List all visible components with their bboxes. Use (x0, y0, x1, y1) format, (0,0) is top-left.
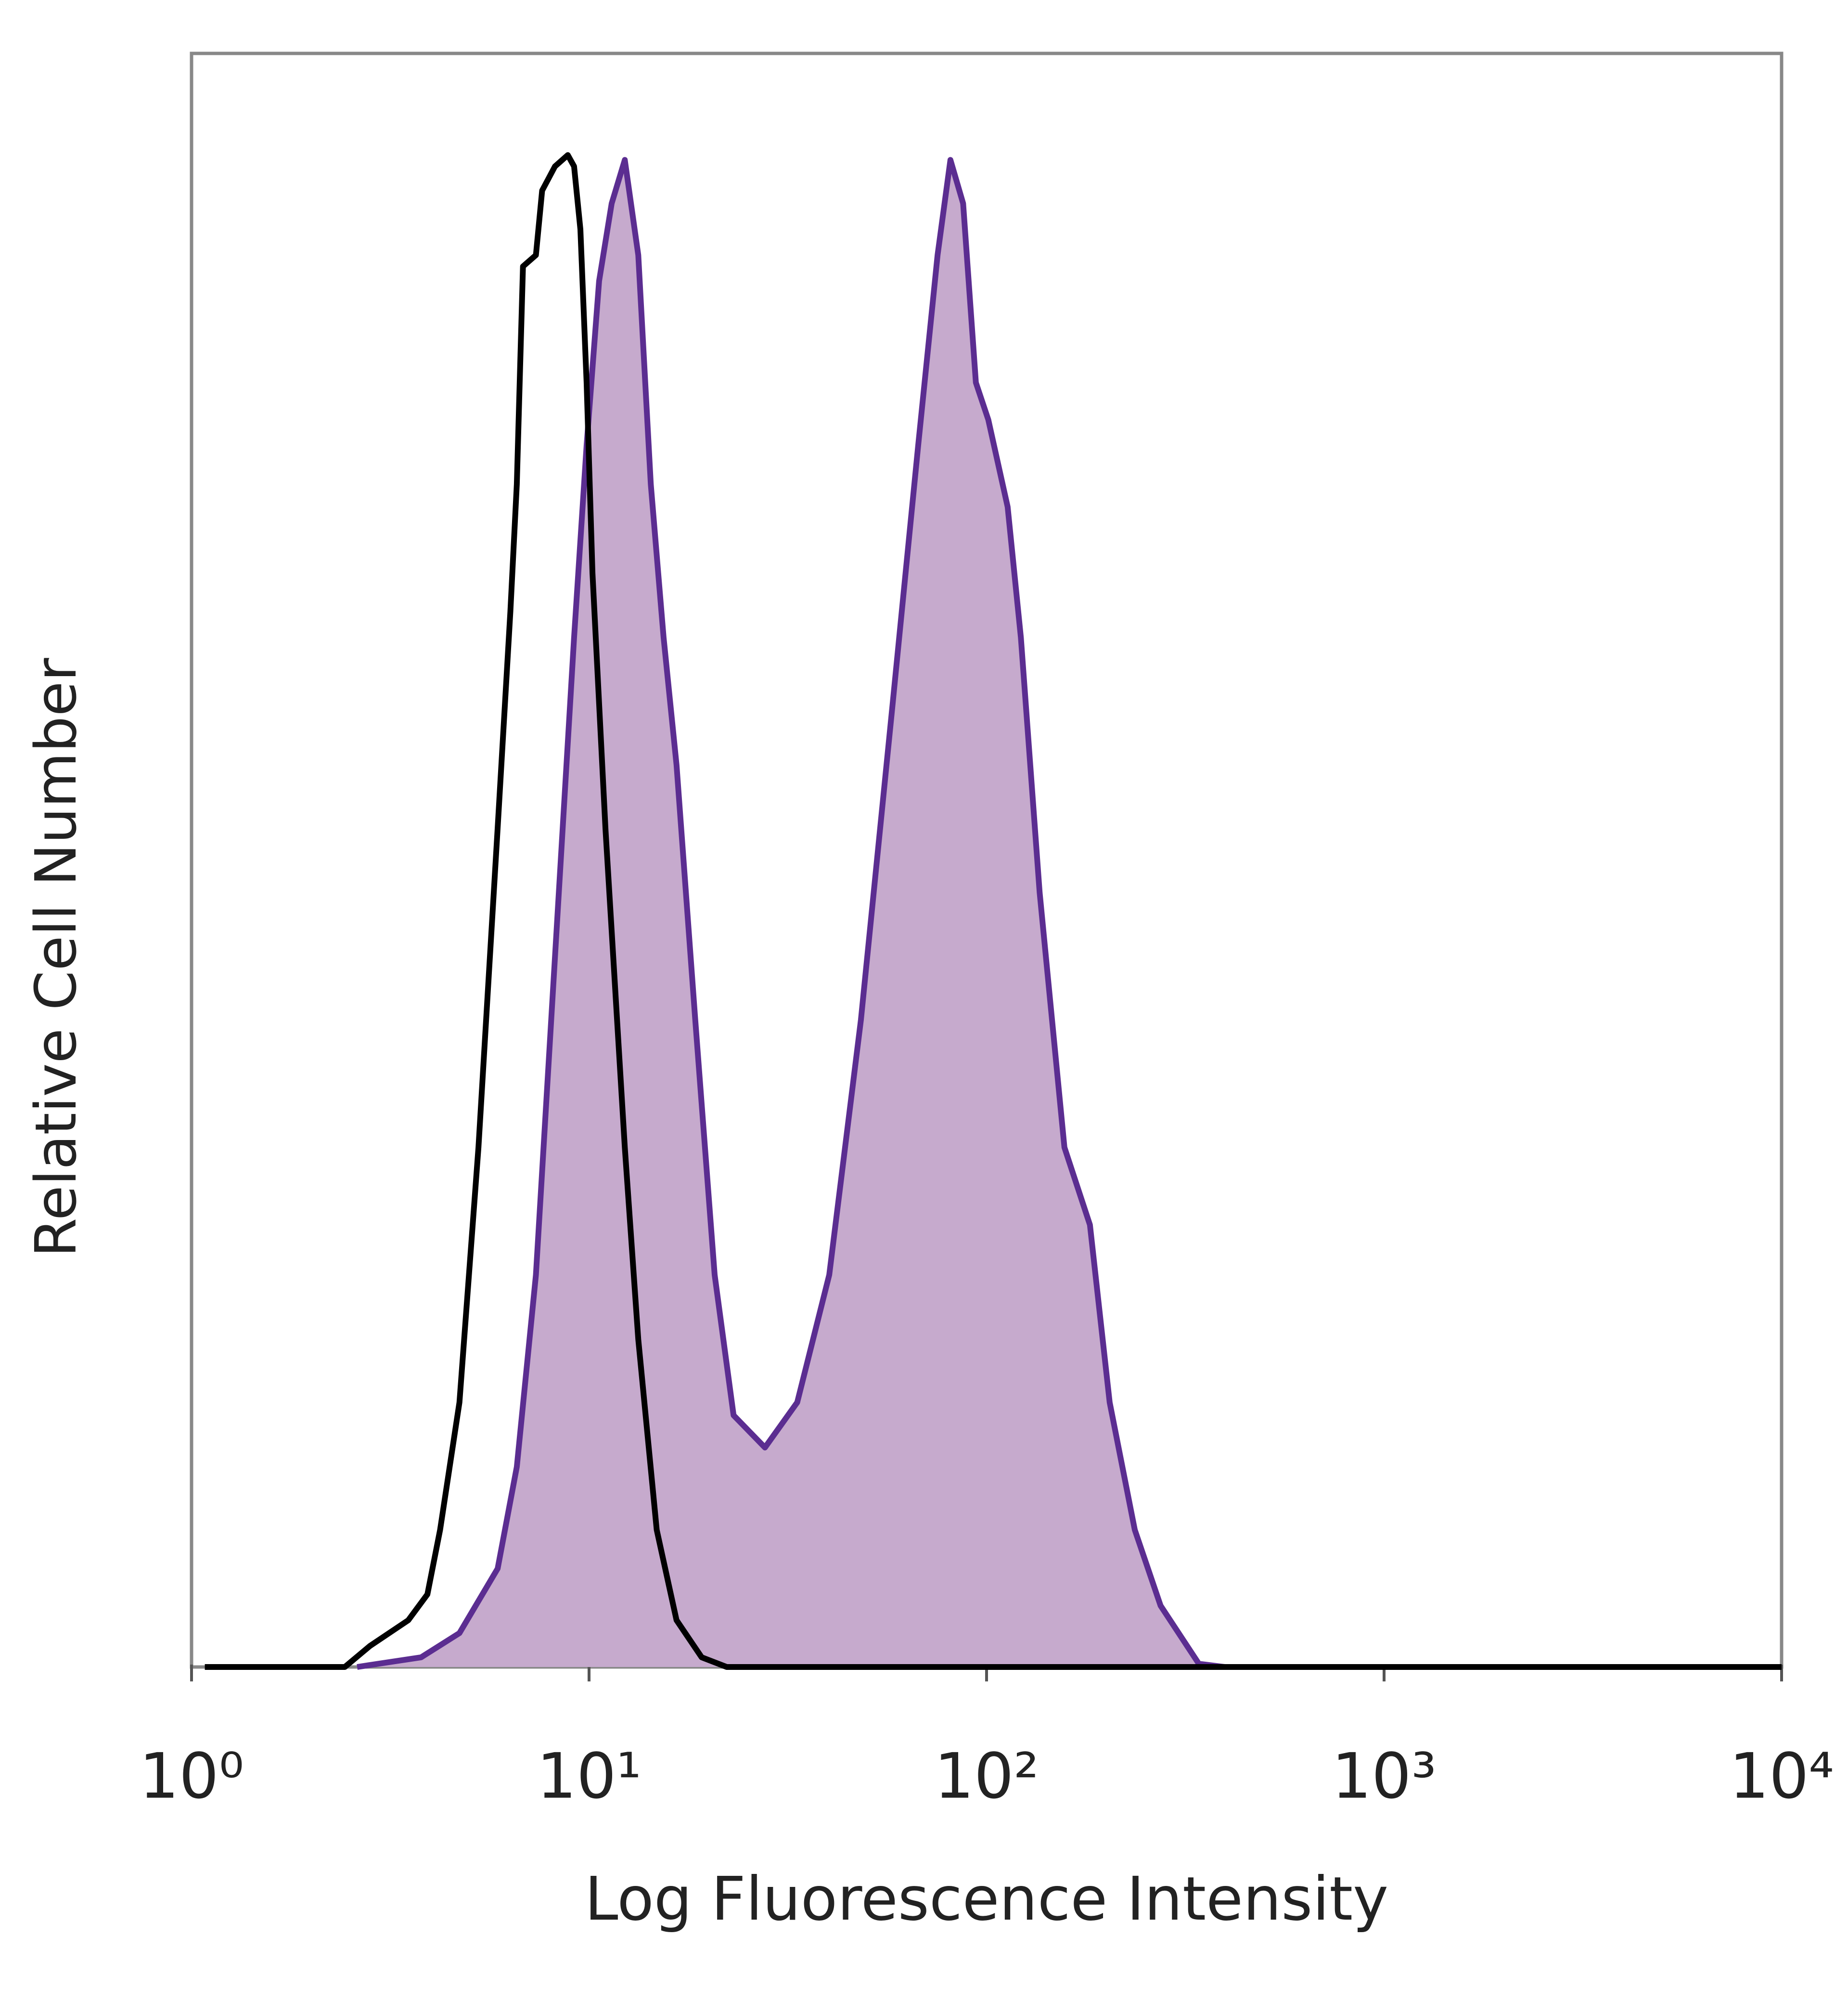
line (357, 157, 1782, 1670)
y-axis-label: Relative Cell Number (23, 658, 89, 1257)
area (357, 160, 1782, 1667)
line (205, 152, 1782, 1670)
x-tick-label: 10² (934, 1740, 1039, 1813)
x-axis-label: Log Fluorescence Intensity (585, 1864, 1388, 1934)
x-tick-label: 10⁴ (1729, 1740, 1834, 1813)
x-tick-label: 10⁰ (139, 1740, 244, 1813)
x-tick-label: 10¹ (537, 1740, 642, 1813)
x-tick-label: 10³ (1332, 1740, 1437, 1813)
